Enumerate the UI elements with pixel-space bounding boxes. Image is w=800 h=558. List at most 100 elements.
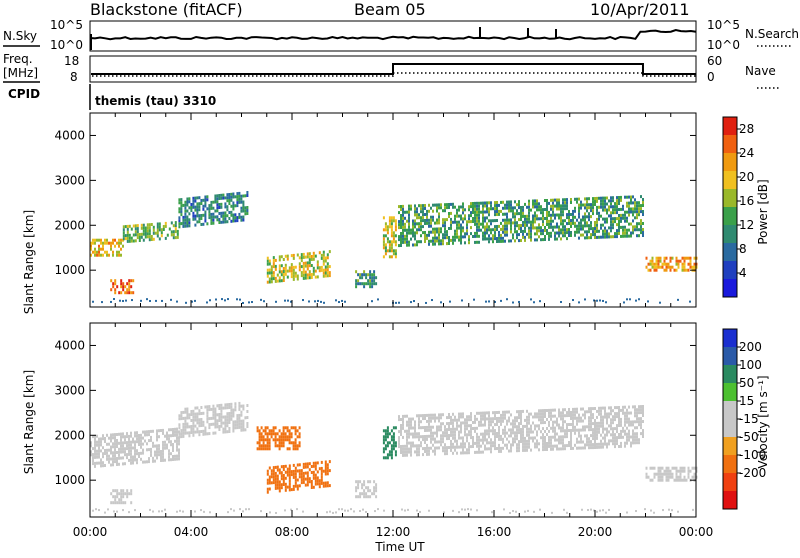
data-cell [292,475,295,479]
data-cell [620,432,622,436]
data-cell [580,227,582,231]
data-cell [628,210,630,214]
data-cell [462,451,464,455]
data-cell [478,201,480,205]
data-cell [552,408,554,412]
data-cell [494,204,496,208]
data-cell [184,209,187,213]
data-cell [548,231,550,235]
data-cell [600,235,602,239]
data-cell [474,414,476,418]
data-cell [130,458,132,462]
data-cell [533,510,535,513]
data-cell [426,419,428,423]
data-cell [426,437,428,441]
data-cell [236,195,239,199]
data-cell [432,449,434,453]
data-cell [518,212,520,216]
data-cell [130,455,132,459]
data-cell [528,445,530,449]
data-cell [268,271,271,275]
data-cell [294,475,297,479]
data-cell [602,205,604,209]
data-cell [492,426,494,430]
data-cell [176,510,178,513]
data-cell [578,431,580,435]
data-cell [388,450,391,454]
data-cell [460,214,462,218]
data-cell [282,429,285,433]
data-cell [194,205,197,209]
data-cell [318,482,321,486]
data-cell [386,240,389,244]
data-cell [156,234,159,238]
data-cell [476,240,478,244]
data-cell [628,228,630,232]
data-cell [357,483,360,487]
data-cell [450,442,452,446]
data-cell [422,435,424,439]
data-cell [166,434,168,438]
data-cell [466,448,468,452]
data-cell [438,440,440,444]
data-cell [618,406,620,409]
data-cell [418,240,420,244]
data-cell [677,259,680,263]
data-cell [544,448,546,451]
data-cell [458,238,460,242]
data-cell [178,417,181,421]
data-cell [536,412,538,416]
data-cell [620,213,622,217]
data-cell [118,432,120,436]
data-cell [242,425,245,429]
data-cell [262,429,265,433]
data-cell [224,211,227,215]
data-cell [312,272,315,276]
data-cell [480,228,482,232]
data-cell [572,422,574,426]
data-cell [102,244,104,248]
data-cell [178,222,181,226]
data-cell [422,204,424,208]
data-cell [112,445,114,449]
data-cell [510,230,512,234]
data-cell [480,420,482,424]
data-cell [276,279,279,283]
data-cell [306,255,309,259]
data-cell [458,511,460,514]
data-cell [224,205,227,209]
data-cell [446,452,448,456]
data-cell [442,221,444,225]
data-cell [520,230,522,233]
data-cell [626,219,628,223]
data-cell [146,298,148,301]
data-cell [388,243,391,247]
data-cell [618,424,620,427]
data-cell [610,412,612,416]
data-cell [232,213,235,217]
data-cell [562,210,564,214]
data-cell [588,203,590,207]
data-cell [534,424,536,428]
data-cell [236,192,239,196]
data-cell [536,229,538,233]
data-cell [440,230,442,234]
data-cell [138,440,140,443]
ground-scatter-strip [92,508,694,514]
data-cell [132,224,135,228]
data-cell [422,213,424,217]
data-cell [574,215,576,219]
data-cell [570,219,572,222]
data-cell [630,420,632,424]
data-cell [416,444,418,448]
data-cell [284,488,287,492]
data-cell [494,231,496,235]
data-cell [386,249,389,253]
power-colorbar-segment [723,225,737,243]
data-cell [218,221,221,224]
data-cell [144,232,147,236]
data-cell [178,454,180,458]
data-cell [148,457,150,461]
data-cell [681,265,684,269]
data-cell [166,437,168,441]
